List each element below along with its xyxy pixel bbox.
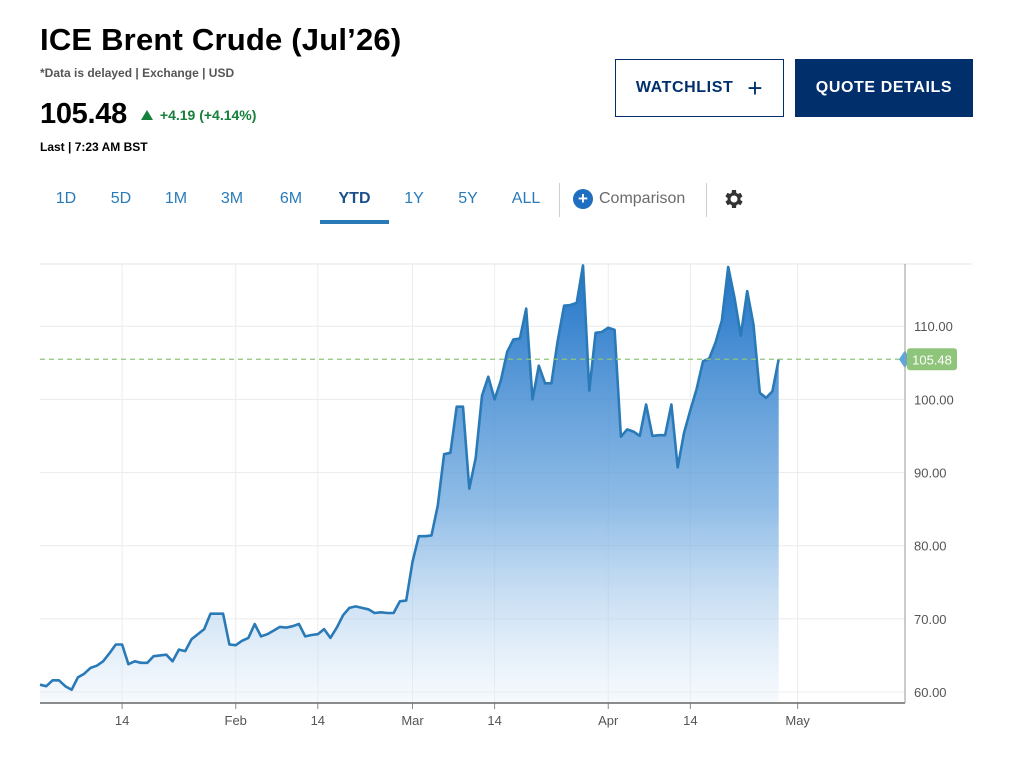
y-tick-label: 100.00: [914, 392, 954, 407]
tab-1d[interactable]: 1D: [55, 190, 77, 207]
x-tick-label: 14: [487, 713, 501, 728]
price-area: [40, 265, 779, 703]
tab-3m[interactable]: 3M: [220, 190, 244, 207]
gear-icon[interactable]: [721, 187, 745, 211]
quote-details-button[interactable]: QUOTE DETAILS: [795, 59, 973, 117]
quote-details-label: QUOTE DETAILS: [815, 79, 953, 96]
y-tick-label: 110.00: [914, 319, 953, 334]
x-tick-label: 14: [683, 713, 697, 728]
last-price-badge: [907, 348, 957, 371]
plus-icon: +: [747, 73, 764, 103]
comparison-button[interactable]: + Comparison: [573, 178, 685, 220]
tab-6m[interactable]: 6M: [279, 190, 303, 207]
price-change-value: +4.19 (+4.14%): [159, 106, 257, 123]
tab-ytd[interactable]: YTD: [320, 178, 389, 224]
x-tick-label: Mar: [401, 713, 424, 728]
x-tick-label: 14: [311, 713, 325, 728]
x-tick-label: May: [785, 713, 810, 728]
y-tick-label: 90.00: [914, 466, 947, 481]
price-change: +4.19 (+4.14%): [140, 106, 257, 123]
price-row: 105.48 +4.19 (+4.14%): [40, 98, 256, 131]
last-price: 105.48: [40, 98, 127, 130]
page-title: ICE Brent Crude (Jul’26): [40, 22, 402, 57]
y-tick-label: 80.00: [914, 539, 947, 554]
watchlist-label: WATCHLIST: [635, 79, 734, 96]
tab-5d[interactable]: 5D: [110, 190, 132, 207]
y-tick-label: 70.00: [914, 612, 947, 627]
tab-1m[interactable]: 1M: [164, 190, 188, 207]
tab-all[interactable]: ALL: [511, 190, 541, 207]
watchlist-button[interactable]: WATCHLIST +: [615, 59, 784, 117]
x-tick-label: 14: [115, 713, 129, 728]
last-price-badge-label: 105.48: [912, 352, 952, 367]
comparison-label: Comparison: [599, 190, 686, 207]
tab-divider: [706, 183, 707, 217]
last-trade-time: Last | 7:23 AM BST: [40, 140, 148, 154]
data-delay-note: *Data is delayed | Exchange | USD: [40, 66, 235, 80]
x-tick-label: Apr: [598, 713, 619, 728]
time-range-tabs: 1D 5D 1M 3M 6M YTD 1Y 5Y ALL + Compariso…: [40, 178, 760, 224]
x-tick-label: Feb: [225, 713, 247, 728]
tab-5y[interactable]: 5Y: [458, 190, 478, 207]
tab-divider: [559, 183, 560, 217]
y-tick-label: 60.00: [914, 685, 947, 700]
plus-circle-icon: +: [573, 189, 593, 209]
tab-1y[interactable]: 1Y: [404, 190, 424, 207]
up-arrow-icon: [140, 109, 153, 120]
price-line: [39, 264, 780, 692]
price-chart[interactable]: 105.48 60.00 70.00 80.00 90.00 100.00 110.00 1…: [0, 250, 1012, 750]
